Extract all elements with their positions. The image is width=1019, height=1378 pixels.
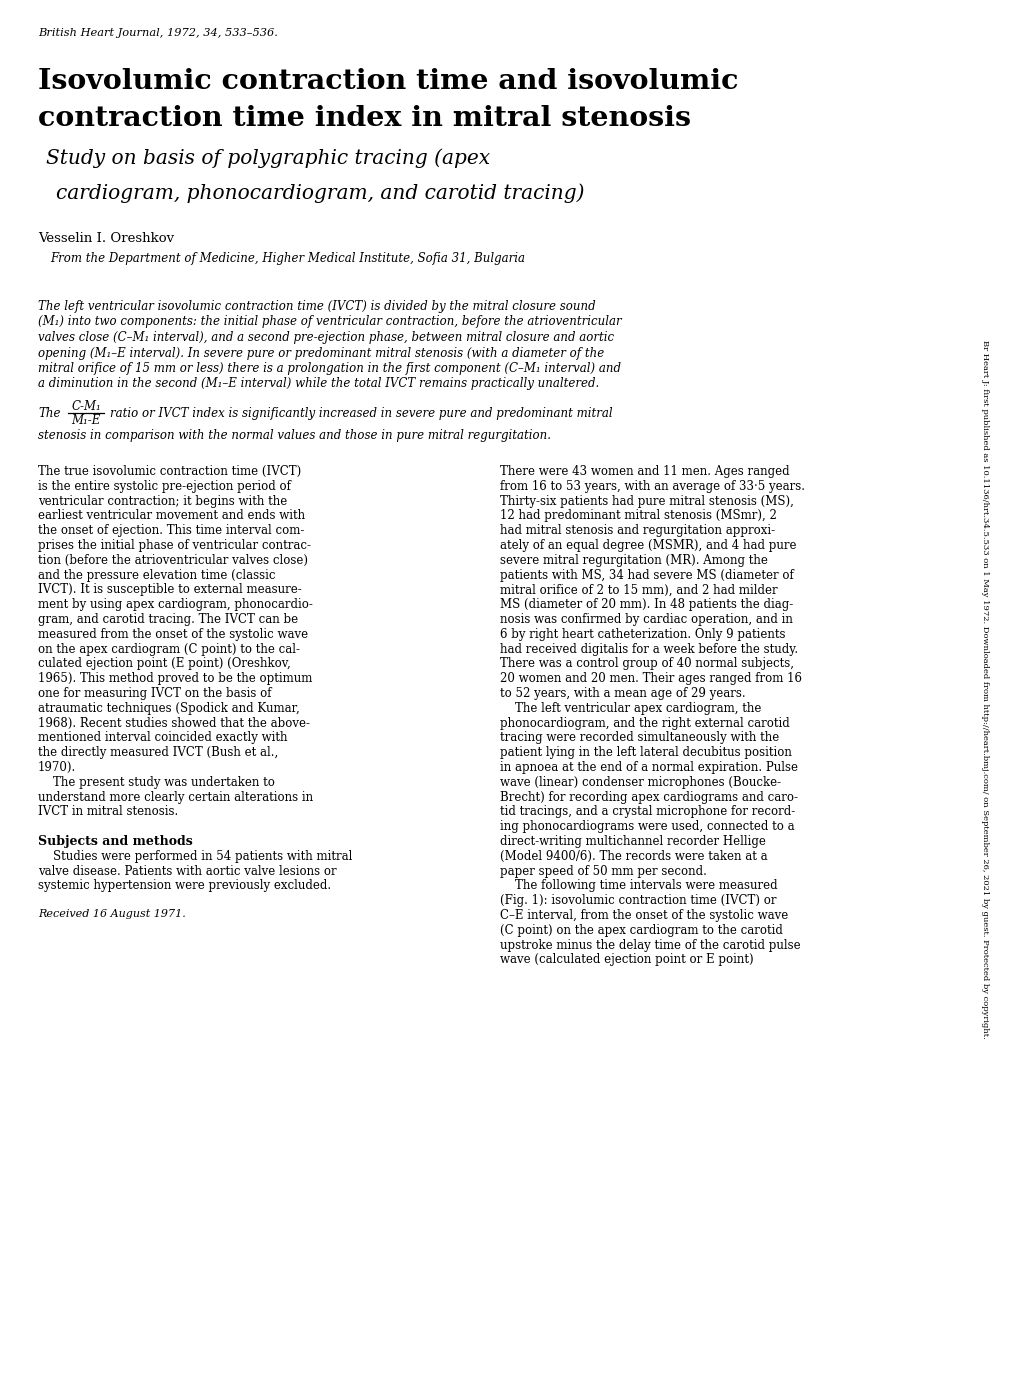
Text: nosis was confirmed by cardiac operation, and in: nosis was confirmed by cardiac operation… — [499, 613, 792, 626]
Text: M₁-E: M₁-E — [71, 413, 101, 427]
Text: 1965). This method proved to be the optimum: 1965). This method proved to be the opti… — [38, 672, 312, 685]
Text: severe mitral regurgitation (MR). Among the: severe mitral regurgitation (MR). Among … — [499, 554, 767, 566]
Text: 6 by right heart catheterization. Only 9 patients: 6 by right heart catheterization. Only 9… — [499, 628, 785, 641]
Text: (C point) on the apex cardiogram to the carotid: (C point) on the apex cardiogram to the … — [499, 923, 783, 937]
Text: wave (calculated ejection point or E point): wave (calculated ejection point or E poi… — [499, 954, 753, 966]
Text: MS (diameter of 20 mm). In 48 patients the diag-: MS (diameter of 20 mm). In 48 patients t… — [499, 598, 793, 612]
Text: had mitral stenosis and regurgitation approxi-: had mitral stenosis and regurgitation ap… — [499, 524, 774, 537]
Text: mitral orifice of 15 mm or less) there is a prolongation in the first component : mitral orifice of 15 mm or less) there i… — [38, 362, 621, 375]
Text: gram, and carotid tracing. The IVCT can be: gram, and carotid tracing. The IVCT can … — [38, 613, 298, 626]
Text: IVCT in mitral stenosis.: IVCT in mitral stenosis. — [38, 805, 178, 819]
Text: stenosis in comparison with the normal values and those in pure mitral regurgita: stenosis in comparison with the normal v… — [38, 429, 550, 442]
Text: There were 43 women and 11 men. Ages ranged: There were 43 women and 11 men. Ages ran… — [499, 464, 789, 478]
Text: earliest ventricular movement and ends with: earliest ventricular movement and ends w… — [38, 510, 305, 522]
Text: opening (M₁–E interval). In severe pure or predominant mitral stenosis (with a d: opening (M₁–E interval). In severe pure … — [38, 346, 603, 360]
Text: 1970).: 1970). — [38, 761, 76, 774]
Text: paper speed of 50 mm per second.: paper speed of 50 mm per second. — [499, 864, 706, 878]
Text: prises the initial phase of ventricular contrac-: prises the initial phase of ventricular … — [38, 539, 311, 553]
Text: had received digitalis for a week before the study.: had received digitalis for a week before… — [499, 642, 797, 656]
Text: The left ventricular isovolumic contraction time (IVCT) is divided by the mitral: The left ventricular isovolumic contract… — [38, 300, 595, 313]
Text: to 52 years, with a mean age of 29 years.: to 52 years, with a mean age of 29 years… — [499, 688, 745, 700]
Text: direct-writing multichannel recorder Hellige: direct-writing multichannel recorder Hel… — [499, 835, 765, 847]
Text: patient lying in the left lateral decubitus position: patient lying in the left lateral decubi… — [499, 747, 791, 759]
Text: tion (before the atrioventricular valves close): tion (before the atrioventricular valves… — [38, 554, 308, 566]
Text: is the entire systolic pre-ejection period of: is the entire systolic pre-ejection peri… — [38, 480, 290, 493]
Text: systemic hypertension were previously excluded.: systemic hypertension were previously ex… — [38, 879, 331, 893]
Text: a diminution in the second (M₁–E interval) while the total IVCT remains practica: a diminution in the second (M₁–E interva… — [38, 378, 599, 390]
Text: The true isovolumic contraction time (IVCT): The true isovolumic contraction time (IV… — [38, 464, 301, 478]
Text: Br Heart J: first published as 10.1136/hrt.34.5.533 on 1 May 1972. Downloaded fr: Br Heart J: first published as 10.1136/h… — [980, 339, 988, 1039]
Text: From the Department of Medicine, Higher Medical Institute, Sofia 31, Bulgaria: From the Department of Medicine, Higher … — [50, 252, 525, 265]
Text: (Fig. 1): isovolumic contraction time (IVCT) or: (Fig. 1): isovolumic contraction time (I… — [499, 894, 775, 907]
Text: patients with MS, 34 had severe MS (diameter of: patients with MS, 34 had severe MS (diam… — [499, 569, 793, 582]
Text: ing phonocardiograms were used, connected to a: ing phonocardiograms were used, connecte… — [499, 820, 794, 834]
Text: tid tracings, and a crystal microphone for record-: tid tracings, and a crystal microphone f… — [499, 805, 795, 819]
Text: C-M₁: C-M₁ — [71, 400, 101, 413]
Text: atraumatic techniques (Spodick and Kumar,: atraumatic techniques (Spodick and Kumar… — [38, 701, 300, 715]
Text: upstroke minus the delay time of the carotid pulse: upstroke minus the delay time of the car… — [499, 938, 800, 952]
Text: culated ejection point (E point) (Oreshkov,: culated ejection point (E point) (Oreshk… — [38, 657, 290, 671]
Text: wave (linear) condenser microphones (Boucke-: wave (linear) condenser microphones (Bou… — [499, 776, 781, 788]
Text: Isovolumic contraction time and isovolumic: Isovolumic contraction time and isovolum… — [38, 68, 738, 95]
Text: The following time intervals were measured: The following time intervals were measur… — [499, 879, 776, 893]
Text: the onset of ejection. This time interval com-: the onset of ejection. This time interva… — [38, 524, 304, 537]
Text: the directly measured IVCT (Bush et al.,: the directly measured IVCT (Bush et al., — [38, 747, 278, 759]
Text: mentioned interval coincided exactly with: mentioned interval coincided exactly wit… — [38, 732, 287, 744]
Text: from 16 to 53 years, with an average of 33·5 years.: from 16 to 53 years, with an average of … — [499, 480, 804, 493]
Text: ately of an equal degree (MSMR), and 4 had pure: ately of an equal degree (MSMR), and 4 h… — [499, 539, 796, 553]
Text: ment by using apex cardiogram, phonocardio-: ment by using apex cardiogram, phonocard… — [38, 598, 313, 612]
Text: (M₁) into two components: the initial phase of ventricular contraction, before t: (M₁) into two components: the initial ph… — [38, 316, 621, 328]
Text: Thirty-six patients had pure mitral stenosis (MS),: Thirty-six patients had pure mitral sten… — [499, 495, 793, 507]
Text: The present study was undertaken to: The present study was undertaken to — [38, 776, 274, 788]
Text: IVCT). It is susceptible to external measure-: IVCT). It is susceptible to external mea… — [38, 583, 302, 597]
Text: Studies were performed in 54 patients with mitral: Studies were performed in 54 patients wi… — [38, 850, 352, 863]
Text: cardiogram, phonocardiogram, and carotid tracing): cardiogram, phonocardiogram, and carotid… — [56, 183, 584, 203]
Text: and the pressure elevation time (classic: and the pressure elevation time (classic — [38, 569, 275, 582]
Text: in apnoea at the end of a normal expiration. Pulse: in apnoea at the end of a normal expirat… — [499, 761, 797, 774]
Text: Brecht) for recording apex cardiograms and caro-: Brecht) for recording apex cardiograms a… — [499, 791, 797, 803]
Text: on the apex cardiogram (C point) to the cal-: on the apex cardiogram (C point) to the … — [38, 642, 300, 656]
Text: measured from the onset of the systolic wave: measured from the onset of the systolic … — [38, 628, 308, 641]
Text: Subjects and methods: Subjects and methods — [38, 835, 193, 847]
Text: ventricular contraction; it begins with the: ventricular contraction; it begins with … — [38, 495, 287, 507]
Text: (Model 9400/6). The records were taken at a: (Model 9400/6). The records were taken a… — [499, 850, 767, 863]
Text: Vesselin I. Oreshkov: Vesselin I. Oreshkov — [38, 232, 174, 245]
Text: 1968). Recent studies showed that the above-: 1968). Recent studies showed that the ab… — [38, 717, 310, 729]
Text: British Heart Journal, 1972, 34, 533–536.: British Heart Journal, 1972, 34, 533–536… — [38, 28, 277, 39]
Text: 20 women and 20 men. Their ages ranged from 16: 20 women and 20 men. Their ages ranged f… — [499, 672, 801, 685]
Text: mitral orifice of 2 to 15 mm), and 2 had milder: mitral orifice of 2 to 15 mm), and 2 had… — [499, 583, 776, 597]
Text: valves close (C–M₁ interval), and a second pre-ejection phase, between mitral cl: valves close (C–M₁ interval), and a seco… — [38, 331, 613, 344]
Text: There was a control group of 40 normal subjects,: There was a control group of 40 normal s… — [499, 657, 793, 671]
Text: C–E interval, from the onset of the systolic wave: C–E interval, from the onset of the syst… — [499, 909, 788, 922]
Text: Study on basis of polygraphic tracing (apex: Study on basis of polygraphic tracing (a… — [46, 147, 490, 168]
Text: one for measuring IVCT on the basis of: one for measuring IVCT on the basis of — [38, 688, 271, 700]
Text: The left ventricular apex cardiogram, the: The left ventricular apex cardiogram, th… — [499, 701, 760, 715]
Text: phonocardiogram, and the right external carotid: phonocardiogram, and the right external … — [499, 717, 789, 729]
Text: ratio or IVCT index is significantly increased in severe pure and predominant mi: ratio or IVCT index is significantly inc… — [110, 407, 612, 420]
Text: The: The — [38, 407, 60, 420]
Text: contraction time index in mitral stenosis: contraction time index in mitral stenosi… — [38, 105, 690, 132]
Text: 12 had predominant mitral stenosis (MSmr), 2: 12 had predominant mitral stenosis (MSmr… — [499, 510, 776, 522]
Text: understand more clearly certain alterations in: understand more clearly certain alterati… — [38, 791, 313, 803]
Text: Received 16 August 1971.: Received 16 August 1971. — [38, 909, 185, 919]
Text: valve disease. Patients with aortic valve lesions or: valve disease. Patients with aortic valv… — [38, 864, 336, 878]
Text: tracing were recorded simultaneously with the: tracing were recorded simultaneously wit… — [499, 732, 779, 744]
